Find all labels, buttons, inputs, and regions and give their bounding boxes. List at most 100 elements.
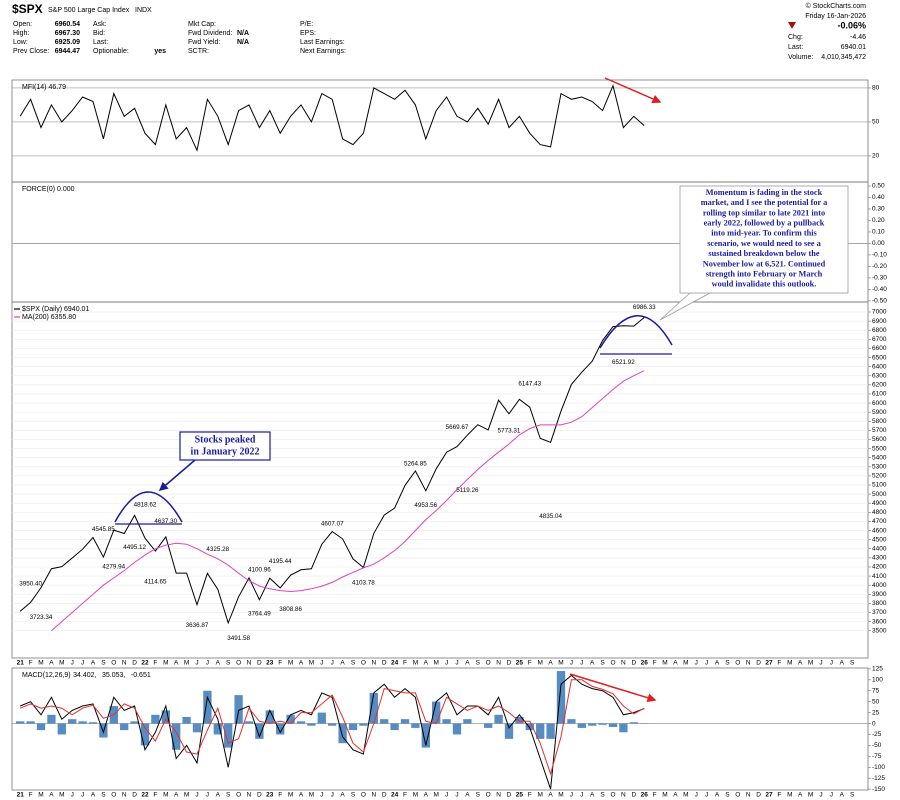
y-tick-label: 5200: [872, 473, 887, 480]
field-label: Prev Close:: [13, 48, 49, 55]
histogram-bar: [276, 723, 285, 735]
x-tick-label: A: [590, 792, 595, 799]
y-tick-label: -150: [872, 786, 885, 793]
outlook-note-box: [679, 185, 849, 294]
x-tick-label: F: [653, 660, 657, 667]
x-tick-label: J: [705, 660, 708, 667]
y-tick-label: 5100: [872, 482, 887, 489]
histogram-bar: [504, 723, 514, 739]
x-tick-label: F: [528, 660, 532, 667]
histogram-bar: [224, 723, 233, 748]
x-tick-label: J: [195, 792, 198, 799]
callout-pointer: [659, 292, 711, 321]
x-tick-label: D: [382, 792, 387, 799]
y-tick-label: 3600: [872, 618, 887, 625]
y-tick-label: 3500: [872, 627, 887, 634]
x-tick-label: 24: [391, 660, 399, 667]
price-annotation: 3764.49: [248, 610, 271, 617]
overlay: $SPX S&P 500 Large Cap Index INDX Open: 6960…: [12, 2, 867, 703]
price-annotation: 4953.56: [414, 502, 437, 509]
y-tick-label: 4100: [872, 573, 887, 580]
y-tick-label: -75: [872, 753, 882, 760]
histogram-bar: [421, 723, 430, 748]
x-tick-label: M: [59, 792, 64, 799]
panel-title: FORCE(0) 0.000: [22, 186, 75, 193]
x-tick-label: M: [537, 660, 542, 667]
histogram-bar: [78, 721, 87, 724]
histogram-bar: [567, 719, 576, 724]
legend-value: -0.651: [131, 672, 151, 679]
x-tick-label: M: [433, 660, 438, 667]
x-tick-label: A: [49, 792, 54, 799]
outlook-note: scenario, we would need to see a: [707, 239, 821, 248]
histogram-bar: [151, 714, 160, 724]
x-tick-label: N: [247, 660, 252, 667]
x-tick-label: J: [331, 792, 334, 799]
exchange: INDX: [135, 7, 152, 14]
field-label: Open:: [13, 21, 32, 28]
x-tick-label: A: [216, 660, 221, 667]
histogram-bar: [598, 723, 607, 725]
date: Friday 16-Jan-2026: [805, 13, 866, 20]
x-tick-label: D: [631, 660, 636, 667]
outlook-note: sustained breakdown below the: [708, 249, 820, 258]
histogram-bar: [234, 695, 243, 724]
price-annotation: 3491.58: [227, 635, 250, 642]
x-tick-label: D: [756, 792, 761, 799]
series-line: [19, 317, 645, 625]
x-tick-label: M: [787, 660, 792, 667]
histogram-bar: [338, 723, 347, 744]
histogram-bar: [556, 671, 566, 724]
y-tick-label: -0.20: [872, 263, 887, 270]
legend-entry: $SPX (Daily) 6940.01: [22, 306, 89, 313]
y-tick-label: 0.40: [872, 194, 885, 201]
price-annotation: 3808.86: [279, 606, 302, 613]
histogram-bar: [369, 692, 378, 724]
x-tick-label: A: [798, 660, 803, 667]
price-annotation: 4495.12: [123, 544, 146, 551]
histogram-bar: [120, 723, 129, 731]
y-tick-label: 4500: [872, 536, 887, 543]
x-tick-label: A: [673, 660, 678, 667]
x-tick-label: O: [486, 660, 491, 667]
peak-dome: [114, 491, 183, 523]
legend-value: 34.402,: [73, 672, 96, 679]
histogram-bar: [317, 712, 326, 724]
x-tick-label: F: [153, 792, 157, 799]
x-tick-label: M: [288, 792, 293, 799]
x-tick-label: J: [570, 792, 573, 799]
panel-title: MACD(12,26,9): [22, 672, 71, 679]
x-tick-label: M: [808, 792, 813, 799]
price-annotation: 4607.07: [321, 521, 344, 528]
field-label: Optionable:: [93, 48, 129, 55]
x-tick-label: M: [309, 792, 314, 799]
y-tick-label: 4900: [872, 500, 887, 507]
y-tick-label: 75: [872, 687, 880, 694]
x-tick-label: F: [278, 792, 282, 799]
y-tick-label: 0.20: [872, 217, 885, 224]
price-annotation: 4114.65: [144, 578, 167, 585]
x-tick-label: O: [735, 660, 740, 667]
x-tick-label: S: [101, 792, 106, 799]
histogram-bar: [88, 722, 98, 724]
histogram-bar: [140, 723, 150, 746]
field-label: EPS:: [300, 30, 316, 37]
x-tick-label: D: [756, 660, 761, 667]
x-tick-label: F: [29, 660, 33, 667]
histogram-bar: [463, 719, 472, 724]
field-label: Mkt Cap:: [188, 21, 216, 28]
histogram-bar: [172, 723, 181, 750]
x-tick-label: A: [465, 660, 470, 667]
y-tick-label: 4700: [872, 518, 887, 525]
index-name: S&P 500 Large Cap Index: [48, 7, 130, 14]
field-value: 6944.47: [55, 48, 80, 55]
top-dome: [599, 315, 673, 349]
x-tick-label: A: [91, 660, 96, 667]
histogram-bar: [577, 723, 586, 728]
histogram-bar: [390, 723, 399, 731]
credit: © StockCharts.com: [806, 2, 867, 10]
y-tick-label: 100: [872, 677, 883, 684]
x-tick-label: A: [840, 660, 845, 667]
y-tick-label: 7000: [872, 309, 887, 316]
x-tick-label: A: [174, 660, 179, 667]
